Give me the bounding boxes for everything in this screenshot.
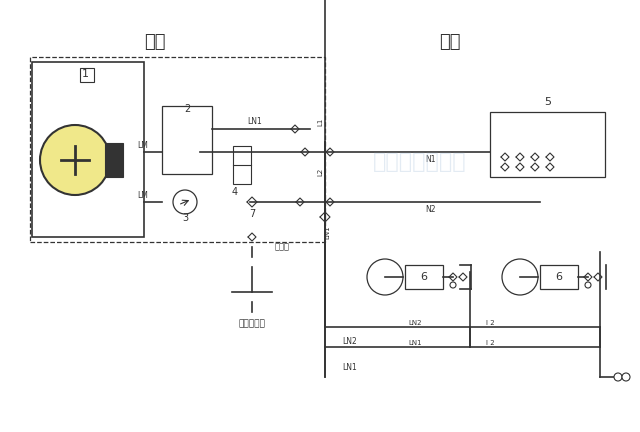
Text: LM: LM [137,140,148,149]
Bar [405,265,443,289]
Bar [540,265,578,289]
Text: LN2: LN2 [408,320,422,326]
Text: LN1: LN1 [248,118,262,127]
Text: N1: N1 [425,155,435,163]
Bar [80,68,94,82]
Text: 3: 3 [182,213,188,223]
Text: LM: LM [137,191,148,200]
Text: LN1: LN1 [408,340,422,346]
Text: LN1: LN1 [342,362,356,372]
Bar [233,146,251,184]
Text: l 2: l 2 [486,340,494,346]
Text: L2: L2 [317,168,323,176]
Text: LN1: LN1 [324,225,330,239]
Text: 4: 4 [232,187,238,197]
Bar [162,106,212,174]
Circle shape [614,373,622,381]
Text: 5: 5 [545,97,552,107]
Circle shape [40,125,110,195]
Text: L1: L1 [317,118,323,126]
Text: 自来水补水: 自来水补水 [239,320,266,328]
Text: 1: 1 [81,69,88,79]
Bar [32,62,144,237]
Bar [105,143,123,177]
Text: l 2: l 2 [486,320,494,326]
Text: 注液口: 注液口 [275,242,290,251]
Text: 室外: 室外 [144,33,166,51]
Text: LN2: LN2 [342,337,356,346]
Text: 空气源热泵机组: 空气源热泵机组 [373,152,467,172]
Text: N2: N2 [425,204,435,213]
Text: 7: 7 [249,209,255,219]
Text: 6: 6 [556,272,563,282]
Circle shape [450,282,456,288]
Bar [30,57,325,242]
Circle shape [502,259,538,295]
Circle shape [622,373,630,381]
Bar [490,112,605,177]
Circle shape [173,190,197,214]
Text: 室内: 室内 [439,33,461,51]
Circle shape [585,282,591,288]
Text: 6: 6 [420,272,428,282]
Circle shape [367,259,403,295]
Text: 2: 2 [184,104,190,114]
